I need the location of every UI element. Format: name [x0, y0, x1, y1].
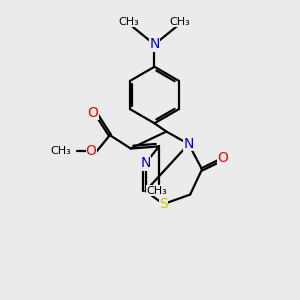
- Text: CH₃: CH₃: [119, 16, 140, 27]
- Text: CH₃: CH₃: [50, 146, 70, 157]
- Text: S: S: [159, 197, 168, 211]
- Text: O: O: [88, 106, 98, 120]
- Text: N: N: [149, 38, 160, 52]
- Text: O: O: [86, 145, 97, 158]
- Text: CH₃: CH₃: [146, 186, 167, 196]
- Text: O: O: [218, 151, 228, 165]
- Text: N: N: [184, 137, 194, 151]
- Text: CH₃: CH₃: [169, 16, 190, 27]
- Text: N: N: [140, 156, 151, 170]
